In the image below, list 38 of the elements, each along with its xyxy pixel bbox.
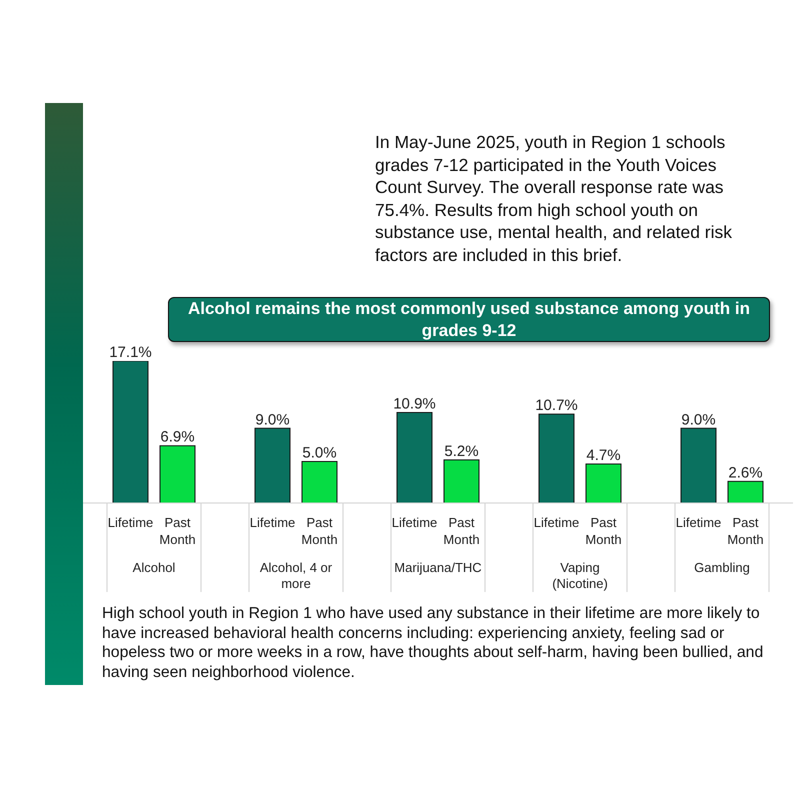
bar (302, 460, 338, 503)
text: Lifetime (392, 515, 438, 530)
text: Lifetime (676, 515, 722, 530)
x-tick-label: Alcohol (132, 560, 176, 575)
data-label: 2.6% (728, 464, 763, 482)
text: Past Month (443, 515, 480, 547)
text: High school youth in Region 1 who have used any substance in their lifetime are more likely to have increased behavioral health concerns including: experiencing anxiety, feeling sad or hopeless two or more weeks in a row, have thoughts about self-harm, having been bullied, and having seen neighborhood violence. (102, 604, 764, 682)
data-label: 6.9% (160, 428, 195, 446)
data-label: 17.1% (109, 344, 152, 361)
series-label: Past Month (159, 515, 196, 547)
text: Past Month (301, 515, 338, 547)
bar (728, 480, 764, 503)
data-label: 5.0% (302, 444, 337, 462)
data-label: 9.0% (255, 411, 290, 428)
x-tick-label: Alcohol, 4 or more (260, 560, 333, 591)
bar (254, 428, 290, 503)
bar (680, 428, 716, 503)
data-label: 4.7% (586, 446, 621, 464)
bar (538, 414, 574, 503)
bar (112, 361, 148, 503)
text: In May-June 2025, youth in Region 1 schools grades 7-12 participated in the Youth Voices Count Survey. The overall response rate was 75.4%. Results from high school youth on substance use, mental health, and related risk factors are included in this brief. (375, 131, 734, 266)
data-label: 10.9% (393, 395, 436, 412)
x-tick-label: Vaping (Nicotine) (552, 560, 608, 591)
bar (160, 445, 196, 503)
text: Lifetime (534, 515, 580, 530)
text: Past Month (585, 515, 622, 547)
series-label: Lifetime (108, 515, 154, 530)
bar (396, 412, 432, 503)
bar (444, 459, 480, 503)
bar (586, 463, 622, 503)
x-tick-label: Marijuana/THC (394, 560, 482, 575)
data-label: 9.0% (681, 411, 716, 428)
data-label: 10.7% (535, 397, 578, 414)
chart-title: Alcohol remains the most commonly used substance among youth in grades 9-12 (168, 297, 770, 342)
x-tick-label: Gambling (694, 560, 750, 575)
text: Lifetime (250, 515, 296, 530)
data-label: 5.2% (444, 442, 479, 460)
text: Past Month (727, 515, 764, 547)
